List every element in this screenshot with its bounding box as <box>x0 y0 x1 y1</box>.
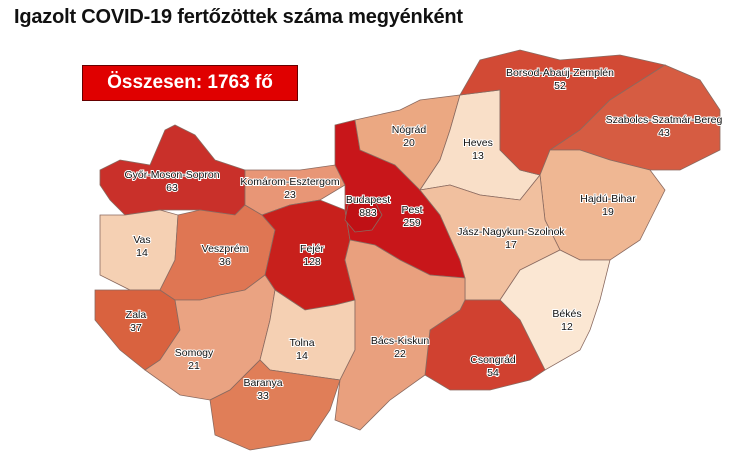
county-value-label: 12 <box>561 321 573 333</box>
county-value-label: 128 <box>303 256 321 268</box>
county-name-label: Vas <box>133 234 150 246</box>
county-name-label: Szabolcs-Szatmár-Bereg <box>606 114 723 126</box>
county-value-label: 33 <box>257 390 269 402</box>
county-name-label: Komárom-Esztergom <box>240 176 339 188</box>
county-value-label: 14 <box>296 350 308 362</box>
county-value-label: 20 <box>403 137 415 149</box>
county-value-label: 23 <box>284 189 296 201</box>
county-value-label: 52 <box>554 80 566 92</box>
county-value-label: 63 <box>166 182 178 194</box>
county-name-label: Békés <box>552 308 581 320</box>
county-value-label: 19 <box>602 206 614 218</box>
total-cases-badge: Összesen: 1763 fő <box>82 65 298 101</box>
county-name-label: Budapest <box>346 194 390 206</box>
county-bacs <box>334 239 466 431</box>
county-name-label: Bács-Kiskun <box>371 335 430 347</box>
county-value-label: 14 <box>136 247 148 259</box>
county-name-label: Zala <box>126 309 147 321</box>
county-name-label: Nógrád <box>392 124 427 136</box>
county-value-label: 21 <box>188 360 200 372</box>
map-title: Igazolt COVID-19 fertőzöttek száma megyé… <box>14 6 463 28</box>
county-value-label: 883 <box>359 207 377 219</box>
county-value-label: 259 <box>403 217 421 229</box>
county-value-label: 22 <box>394 348 406 360</box>
county-value-label: 37 <box>130 322 142 334</box>
county-value-label: 13 <box>472 150 484 162</box>
county-value-label: 43 <box>658 127 670 139</box>
county-name-label: Fejér <box>300 243 324 255</box>
county-name-label: Győr-Moson-Sopron <box>124 169 219 181</box>
county-name-label: Somogy <box>175 347 214 359</box>
county-name-label: Baranya <box>243 377 282 389</box>
county-value-label: 36 <box>219 256 231 268</box>
county-name-label: Pest <box>401 204 422 216</box>
county-name-label: Veszprém <box>202 243 249 255</box>
county-name-label: Borsod-Abaúj-Zemplén <box>506 67 614 79</box>
county-name-label: Tolna <box>289 337 314 349</box>
county-value-label: 17 <box>505 239 517 251</box>
county-value-label: 54 <box>487 367 499 379</box>
county-name-label: Hajdú-Bihar <box>580 193 636 205</box>
county-name-label: Jász-Nagykun-Szolnok <box>457 226 565 238</box>
county-name-label: Heves <box>463 137 493 149</box>
county-budapest <box>344 197 383 233</box>
county-name-label: Csongrád <box>470 354 516 366</box>
